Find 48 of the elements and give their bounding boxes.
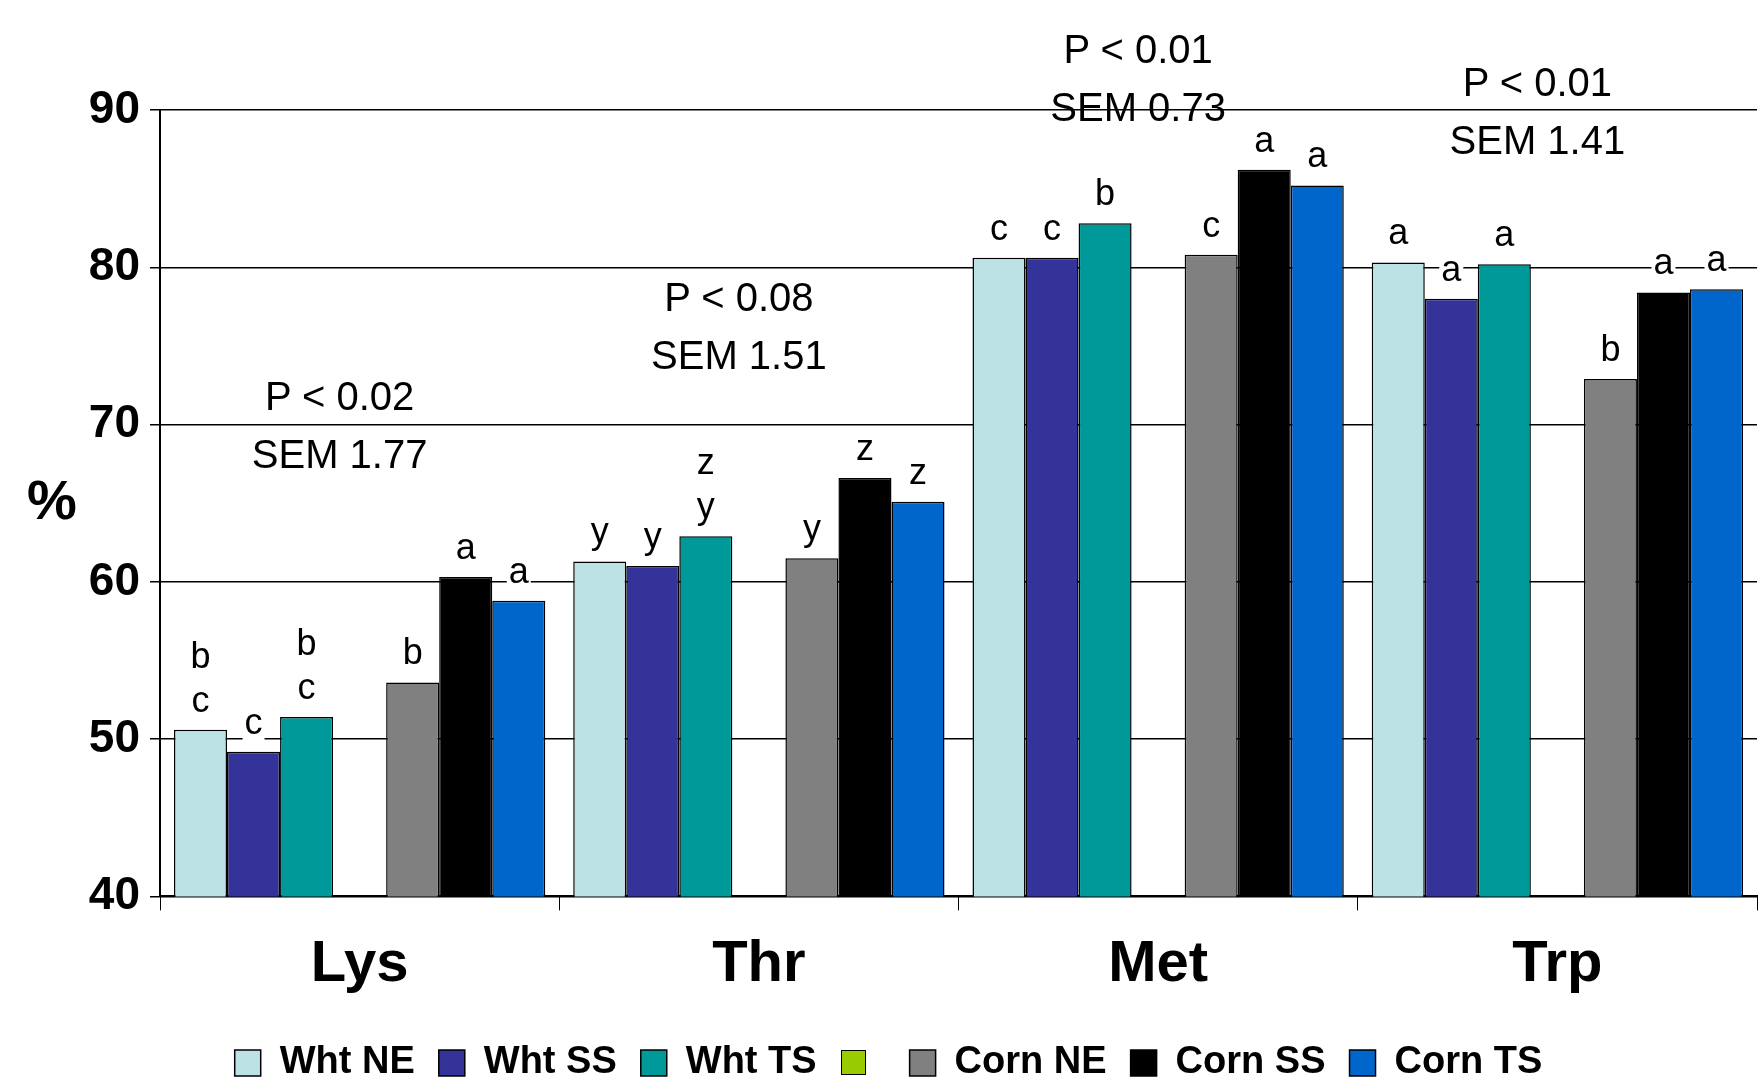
data-label: a bbox=[1706, 238, 1728, 280]
legend-label: Corn NE bbox=[954, 1039, 1107, 1082]
data-label: y bbox=[590, 510, 609, 552]
y-tick-label: 80 bbox=[88, 237, 140, 290]
x-tick-label: Thr bbox=[712, 928, 806, 994]
annotation: P < 0.08 bbox=[664, 275, 814, 320]
data-label: z bbox=[909, 450, 927, 492]
data-label: b c bbox=[296, 622, 317, 708]
annotation: SEM 1.51 bbox=[651, 333, 827, 378]
data-label: c bbox=[1043, 206, 1062, 248]
text: P < 0.01 bbox=[1462, 59, 1613, 104]
data-label: z bbox=[855, 426, 874, 468]
legend-label: Wht NE bbox=[279, 1039, 415, 1082]
data-label: a bbox=[455, 526, 477, 568]
annotation: SEM 1.77 bbox=[251, 432, 428, 477]
annotation: P < 0.02 bbox=[264, 374, 415, 419]
text: P < 0.01 bbox=[1063, 26, 1213, 71]
legend-label: Corn TS bbox=[1394, 1039, 1543, 1082]
y-axis-title: % bbox=[27, 467, 77, 531]
data-label: a bbox=[1494, 213, 1516, 255]
y-tick-label: 70 bbox=[88, 395, 140, 448]
data-label: a bbox=[1441, 247, 1463, 289]
annotation: SEM 1.41 bbox=[1449, 117, 1626, 162]
data-label: c bbox=[990, 206, 1008, 248]
y-tick-label: 60 bbox=[88, 552, 140, 605]
data-label: y bbox=[643, 515, 662, 557]
data-label: b bbox=[1095, 172, 1116, 214]
data-label: c bbox=[1202, 203, 1221, 245]
y-tick-label: 50 bbox=[88, 709, 140, 762]
data-label: b bbox=[402, 631, 423, 673]
data-label: a bbox=[1388, 211, 1410, 253]
data-label: a bbox=[1653, 241, 1675, 283]
data-label: a bbox=[1307, 134, 1329, 176]
x-tick-label: Met bbox=[1108, 928, 1209, 994]
data-label: a bbox=[508, 549, 530, 591]
y-tick-label: 40 bbox=[88, 867, 140, 920]
data-label: y bbox=[802, 507, 821, 549]
legend-label: Wht SS bbox=[483, 1039, 617, 1082]
legend-label: Wht TS bbox=[685, 1039, 817, 1082]
data-label: z y bbox=[696, 441, 715, 527]
data-label: c bbox=[244, 700, 263, 742]
data-label: a bbox=[1254, 118, 1276, 160]
data-label: b bbox=[1600, 327, 1621, 369]
data-label: b c bbox=[190, 634, 211, 720]
x-tick-label: Lys bbox=[310, 928, 409, 994]
legend-label: Corn SS bbox=[1175, 1039, 1326, 1082]
x-tick-label: Trp bbox=[1512, 928, 1603, 994]
y-tick-label: 90 bbox=[88, 80, 140, 133]
